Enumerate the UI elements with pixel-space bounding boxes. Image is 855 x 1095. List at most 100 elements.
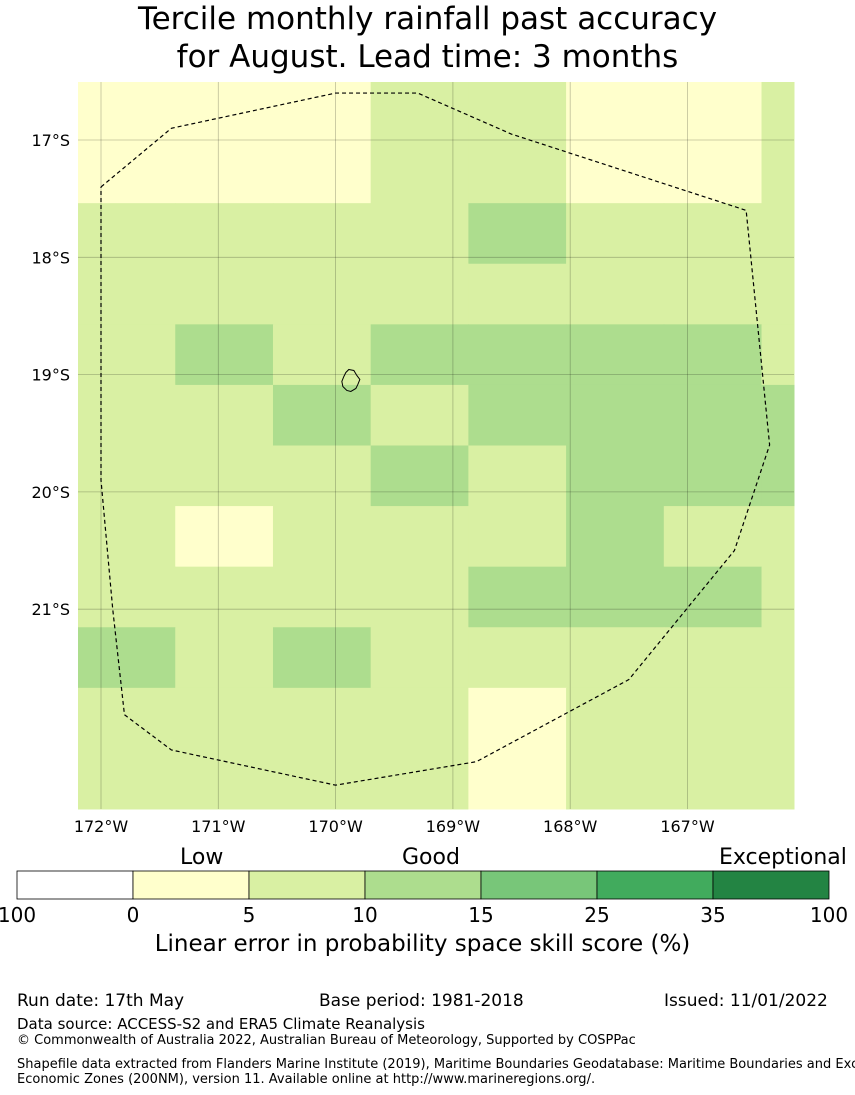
skill-cell	[272, 142, 372, 204]
skill-cell	[468, 263, 567, 325]
skill-cell	[761, 748, 795, 810]
skill-cell	[272, 627, 372, 689]
skill-cell	[78, 263, 176, 325]
skill-cell	[78, 445, 176, 507]
skill-cell	[566, 506, 665, 568]
skill-grid-cells	[78, 82, 795, 810]
skill-cell	[663, 263, 763, 325]
skill-cell	[468, 384, 567, 446]
skill-cell	[566, 384, 665, 446]
skill-cell	[468, 566, 567, 628]
skill-cell	[663, 566, 763, 628]
skill-cell	[566, 627, 665, 689]
skill-cell	[370, 203, 469, 265]
skill-cell	[272, 82, 372, 144]
skill-cell	[175, 445, 274, 507]
colorbar-tick: 25	[584, 903, 610, 927]
skill-cell	[175, 627, 274, 689]
skill-cell	[78, 324, 176, 386]
skill-cell	[663, 627, 763, 689]
skill-cell	[761, 506, 795, 568]
colorbar-swatch	[480, 870, 598, 900]
skill-cell	[78, 203, 176, 265]
skill-cell	[761, 445, 795, 507]
skill-cell	[272, 263, 372, 325]
colorbar-swatch	[712, 870, 830, 900]
skill-cell	[761, 203, 795, 265]
skill-cell	[78, 384, 176, 446]
axis-ticks: 172°W 171°W 170°W 169°W 168°W 167°W 17°S 18°S 19…	[31, 131, 714, 836]
skill-cell	[370, 566, 469, 628]
skill-cell	[468, 324, 567, 386]
skill-cell	[78, 627, 176, 689]
skill-cell	[175, 324, 274, 386]
colorbar-title: Linear error in probability space skill …	[154, 931, 691, 957]
skill-cell	[761, 324, 795, 386]
base-period: Base period: 1981-2018	[319, 991, 524, 1011]
skill-cell	[175, 142, 274, 204]
lon-tick-label: 167°W	[660, 817, 715, 836]
lon-tick-label: 172°W	[74, 817, 129, 836]
skill-cell	[175, 566, 274, 628]
skill-cell	[370, 384, 469, 446]
skill-cell	[468, 687, 567, 749]
skill-cell	[175, 687, 274, 749]
skill-cell	[566, 748, 665, 810]
skill-cell	[663, 324, 763, 386]
copyright: © Commonwealth of Australia 2022, Austra…	[17, 1033, 636, 1048]
title-line-1: Tercile monthly rainfall past accuracy	[137, 1, 718, 37]
skill-cell	[272, 748, 372, 810]
skill-cell	[370, 627, 469, 689]
colorbar-label-good: Good	[402, 845, 460, 870]
skill-cell	[761, 82, 795, 144]
skill-cell	[761, 142, 795, 204]
colorbar-swatch	[16, 870, 134, 900]
skill-cell	[468, 203, 567, 265]
graticule	[78, 82, 794, 809]
skill-cell	[272, 566, 372, 628]
skill-cell	[663, 82, 763, 144]
skill-cell	[175, 748, 274, 810]
skill-cell	[370, 142, 469, 204]
skill-cell	[566, 445, 665, 507]
skill-cell	[370, 82, 469, 144]
colorbar-label-exceptional: Exceptional	[719, 845, 847, 870]
skill-cell	[761, 687, 795, 749]
skill-cell	[175, 263, 274, 325]
colorbar-tick: 100	[0, 903, 37, 927]
colorbar-swatch	[132, 870, 250, 900]
skill-cell	[272, 324, 372, 386]
eez-boundary	[100, 92, 771, 786]
colorbar-tick: 35	[700, 903, 726, 927]
skill-cell	[468, 627, 567, 689]
skill-cell	[78, 506, 176, 568]
skill-cell	[370, 263, 469, 325]
skill-cell	[370, 748, 469, 810]
lat-tick-label: 18°S	[31, 248, 70, 267]
lat-tick-label: 19°S	[31, 366, 70, 385]
skill-cell	[175, 82, 274, 144]
title-line-2: for August. Lead time: 3 months	[176, 39, 679, 75]
lat-tick-label: 20°S	[31, 483, 70, 502]
skill-cell	[272, 203, 372, 265]
island-outline	[341, 368, 361, 393]
skill-cell	[272, 506, 372, 568]
skill-cell	[663, 445, 763, 507]
colorbar	[16, 870, 830, 900]
lon-tick-label: 168°W	[543, 817, 598, 836]
skill-cell	[663, 384, 763, 446]
lon-tick-label: 170°W	[308, 817, 363, 836]
skill-cell	[566, 203, 665, 265]
skill-cell	[370, 687, 469, 749]
lon-tick-label: 171°W	[191, 817, 246, 836]
skill-cell	[663, 203, 763, 265]
skill-cell	[78, 142, 176, 204]
colorbar-swatch	[248, 870, 366, 900]
skill-cell	[663, 748, 763, 810]
skill-cell	[370, 324, 469, 386]
skill-cell	[761, 627, 795, 689]
colorbar-tick: 0	[126, 903, 140, 927]
lat-tick-label: 17°S	[31, 131, 70, 150]
skill-cell	[566, 142, 665, 204]
